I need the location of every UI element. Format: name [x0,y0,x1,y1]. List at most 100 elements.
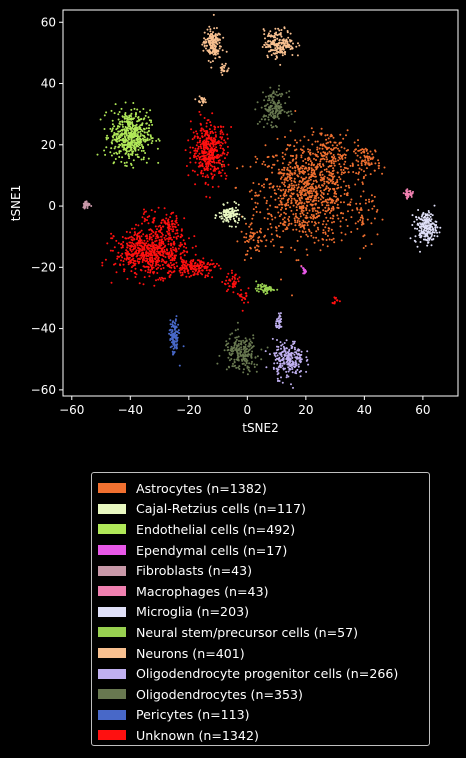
data-point [183,260,186,263]
data-point [306,201,309,204]
data-point [261,163,264,165]
data-point [226,219,229,222]
data-point [154,240,157,243]
data-point [271,49,274,51]
data-point [271,126,274,129]
data-point [196,150,199,153]
data-point [210,156,213,159]
data-point [274,154,277,157]
data-point [230,354,233,357]
data-point [316,148,319,151]
data-point [273,107,276,110]
data-point [247,301,250,304]
data-point [212,153,214,155]
data-point [278,356,281,359]
data-point [236,209,239,212]
data-point [129,123,132,126]
data-point [186,263,189,266]
data-point [280,344,283,347]
data-point [204,154,207,157]
data-point [233,280,236,283]
data-point [119,243,122,246]
data-point [431,233,433,236]
data-point [136,252,139,255]
data-point [374,150,377,153]
data-point [281,343,284,346]
data-point [260,118,263,121]
data-point [321,223,324,226]
data-point [275,234,278,237]
data-point [222,125,225,128]
data-point [313,224,316,227]
data-point [140,269,143,272]
data-point [163,249,166,251]
data-point [316,216,318,219]
data-point [299,215,302,218]
data-point [206,153,209,156]
data-point [283,362,286,365]
data-point [132,243,135,245]
data-point [425,229,428,232]
data-point [111,142,114,145]
data-point [297,195,299,198]
data-point [283,348,286,351]
data-point [281,359,284,362]
data-point [368,164,371,167]
data-point [125,165,128,167]
data-point [266,54,269,57]
data-point [122,260,125,263]
data-point [232,210,235,213]
data-point [162,277,165,280]
data-point [169,328,172,331]
data-point [332,167,335,170]
data-point [338,163,341,166]
data-point [193,154,195,157]
data-point [123,120,126,123]
data-point [310,213,313,216]
data-point [126,250,129,253]
data-point [171,238,173,241]
data-point [325,216,328,219]
data-point [255,280,258,283]
data-point [286,30,289,32]
data-point [290,347,293,350]
data-point [206,119,209,122]
data-point [326,152,329,155]
data-point [328,227,331,230]
data-point [201,155,204,158]
data-point [311,194,314,197]
data-point [179,245,182,248]
data-point [130,148,133,151]
data-point [162,255,165,258]
data-point [231,209,234,212]
data-point [268,99,271,102]
data-point [147,116,150,119]
data-point [320,194,322,197]
data-point [287,218,290,221]
x-tick-label: −40 [118,403,143,417]
data-point [205,195,208,198]
data-point [173,321,176,324]
data-point [182,249,185,252]
data-point [310,173,313,176]
data-point [210,39,213,42]
data-point [409,194,412,197]
data-point [159,250,162,253]
data-point [196,137,199,139]
data-point [298,191,301,194]
data-point [157,161,160,164]
data-point [329,201,332,204]
data-point [257,183,260,186]
data-point [222,213,225,216]
data-point [215,40,218,43]
legend-label: Astrocytes (n=1382) [136,480,267,496]
data-point [119,254,122,257]
data-point [202,257,205,260]
data-point [281,168,284,171]
data-point [284,191,287,193]
data-point [127,258,130,261]
data-point [130,266,133,269]
data-point [270,124,273,127]
data-point [161,249,163,251]
data-point [129,114,132,117]
